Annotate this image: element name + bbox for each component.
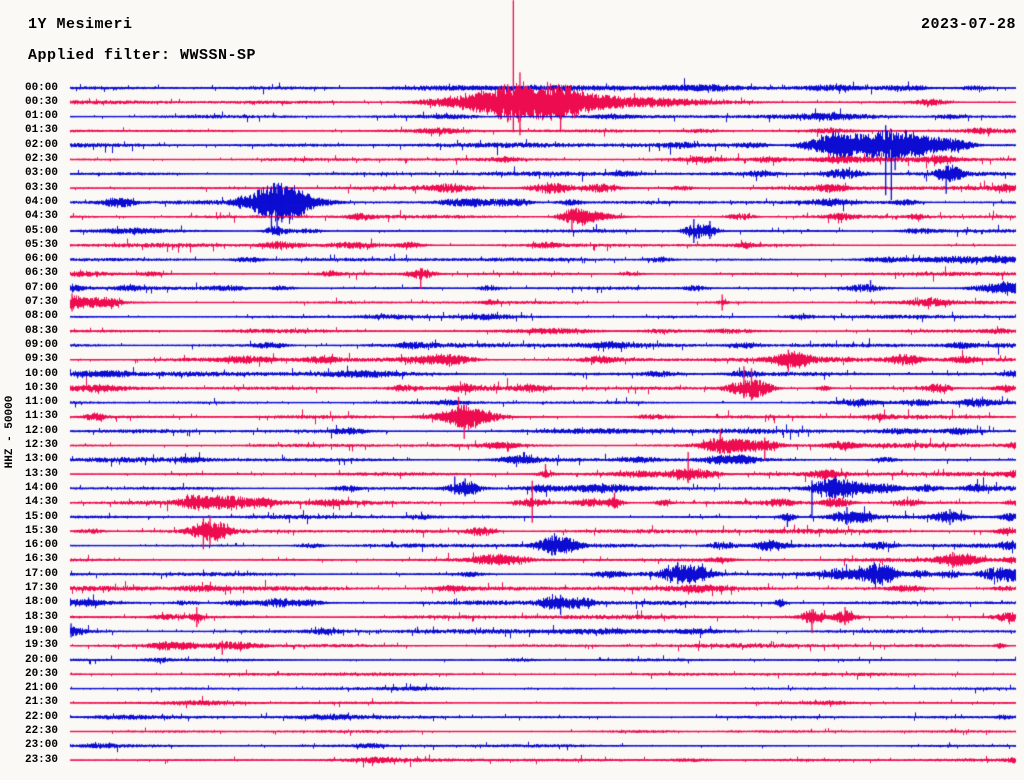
helicorder-page: 1Y Mesimeri 2023-07-28 Applied filter: W…: [0, 0, 1024, 780]
seismogram-traces: [0, 0, 1024, 780]
